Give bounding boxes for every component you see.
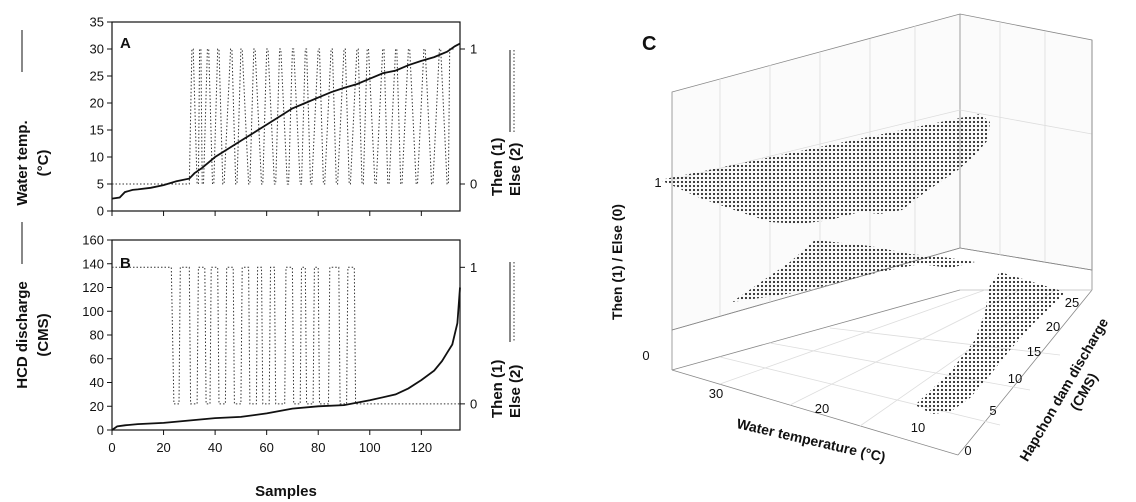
x-tick-label: 60 xyxy=(259,440,273,455)
panel-b-letter: B xyxy=(120,255,131,272)
y-tick-label: 0 xyxy=(97,423,104,438)
panel-c-x-tick-10: 10 xyxy=(911,420,925,435)
y-tick-label: 10 xyxy=(90,150,104,165)
y-tick-label: 20 xyxy=(90,399,104,414)
y-tick-label: 15 xyxy=(90,123,104,138)
panel-b-right-label-line1: Then (1) xyxy=(489,360,506,418)
panel-c-letter: C xyxy=(642,33,656,55)
x-tick-label: 120 xyxy=(410,440,432,455)
x-tick-label: 100 xyxy=(359,440,381,455)
right-tick-label: 1 xyxy=(470,260,477,275)
panel-a-letter: A xyxy=(120,35,131,52)
panel-b: HCD discharge (CMS) 02040608010012014016… xyxy=(14,222,524,500)
panel-b-frame xyxy=(111,239,461,431)
y-tick-label: 20 xyxy=(90,96,104,111)
y-tick-label: 80 xyxy=(90,328,104,343)
panel-c-box xyxy=(671,13,1093,456)
panel-b-dotted-series xyxy=(112,266,460,405)
panel-c-y-tick-25: 25 xyxy=(1065,295,1079,310)
x-tick-label: 80 xyxy=(311,440,325,455)
panel-a-solid-series xyxy=(111,42,461,200)
panel-c-surface-else-upper xyxy=(732,240,975,302)
panel-c-x-tick-20: 20 xyxy=(815,401,829,416)
panel-b-ylabel-line2: (CMS) xyxy=(35,313,52,356)
x-tick-label: 20 xyxy=(156,440,170,455)
panel-c-y-tick-0: 0 xyxy=(964,443,971,458)
panel-a-dotted-series xyxy=(112,48,455,185)
panel-b-right-label-line2: Else (2) xyxy=(507,365,524,418)
panel-a-ylabel-line1: Water temp. xyxy=(14,120,31,205)
y-tick-label: 120 xyxy=(82,280,104,295)
panel-a-right-label-line1: Then (1) xyxy=(489,138,506,196)
panel-a-right-ticks: 01 xyxy=(460,42,477,192)
right-tick-label: 0 xyxy=(470,396,477,411)
y-tick-label: 30 xyxy=(90,42,104,57)
panel-b-xlabel: Samples xyxy=(255,483,317,500)
y-tick-label: 5 xyxy=(97,177,104,192)
y-tick-label: 100 xyxy=(82,304,104,319)
panel-c-z-tick-0: 0 xyxy=(642,348,649,363)
right-tick-label: 1 xyxy=(470,42,477,57)
panel-c-y-tick-5: 5 xyxy=(989,403,996,418)
right-tick-label: 0 xyxy=(470,177,477,192)
panel-a-y-ticks: 0 5 10 15 20 25 30 35 xyxy=(90,15,112,219)
panel-c: C xyxy=(609,13,1111,465)
panel-b-y-ticks: 0 20 40 60 80 100 120 140 160 xyxy=(82,233,112,438)
panel-a-right-label-line2: Else (2) xyxy=(507,143,524,196)
y-tick-label: 40 xyxy=(90,375,104,390)
y-tick-label: 140 xyxy=(82,256,104,271)
panel-c-z-label: Then (1) / Else (0) xyxy=(609,204,625,320)
panel-c-y-tick-15: 15 xyxy=(1027,344,1041,359)
x-tick-label: 40 xyxy=(208,440,222,455)
panel-a-frame xyxy=(111,21,461,212)
panel-b-ylabel-line1: HCD discharge xyxy=(14,281,31,389)
panel-c-z-tick-1: 1 xyxy=(654,175,661,190)
y-tick-label: 35 xyxy=(90,15,104,30)
y-tick-label: 60 xyxy=(90,351,104,366)
panel-c-y-label-line1: Hapchon dam discharge xyxy=(1016,315,1111,464)
panel-c-surface-then xyxy=(660,114,990,224)
panel-c-x-tick-30: 30 xyxy=(709,386,723,401)
panel-b-right-ticks: 01 xyxy=(460,260,477,411)
y-tick-label: 0 xyxy=(97,204,104,219)
panel-c-surface-else-lower xyxy=(915,272,1065,414)
panel-a-x-ticks xyxy=(111,211,422,216)
panel-b-x-ticks: 0 20 40 60 80 100 120 xyxy=(108,430,432,455)
y-tick-label: 160 xyxy=(82,233,104,248)
panel-b-solid-series xyxy=(111,287,461,431)
panel-a-ylabel-line2: (°C) xyxy=(35,150,52,177)
panel-c-y-tick-10: 10 xyxy=(1008,371,1022,386)
x-tick-label: 0 xyxy=(108,440,115,455)
panel-c-y-tick-20: 20 xyxy=(1046,319,1060,334)
y-tick-label: 25 xyxy=(90,69,104,84)
